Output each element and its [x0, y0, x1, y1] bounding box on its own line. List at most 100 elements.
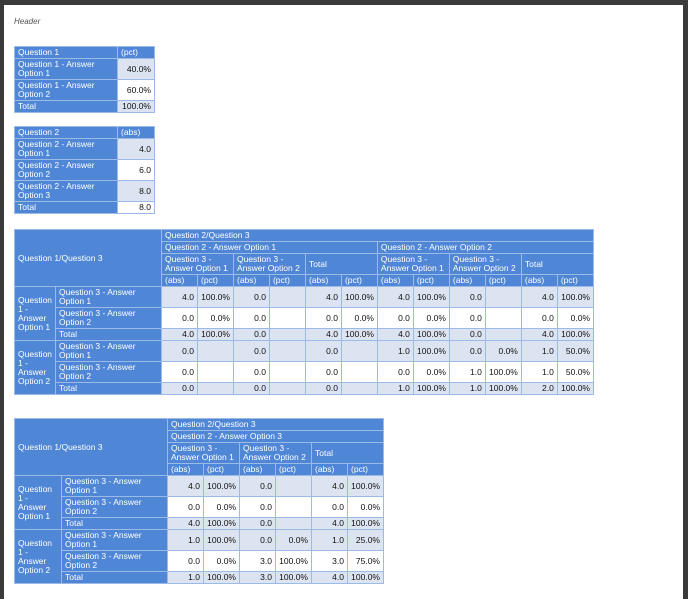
row-label: Total — [61, 517, 168, 530]
row-label: Question 3 - Answer Option 2 — [55, 361, 163, 383]
crosstab-q2-option-1-2: Question 1/Question 3 Question 2/Question… — [13, 229, 595, 395]
subcolumn-header: Question 3 - Answer Option 2 — [232, 253, 306, 275]
table-row: Question 1 - Answer Option 2 Question 3 -… — [14, 529, 384, 584]
subcolumn-header: Total — [311, 442, 384, 464]
measure-header: (pct) — [275, 463, 312, 476]
value-cell: 0.0% — [484, 340, 522, 362]
value-cell: 1.0 — [376, 382, 414, 395]
total-row: Total 1.0 100.0% 3.0 100.0% 4.0 100.0% — [15, 571, 384, 584]
value-cell: 25.0% — [347, 529, 384, 551]
value-cell: 0.0 — [167, 496, 204, 518]
row-group-label: Question 1 - Answer Option 2 — [13, 340, 57, 395]
value-cell: 100.0% — [203, 517, 240, 530]
row-label: Question 3 - Answer Option 1 — [55, 286, 163, 308]
group-header: Question 2 - Answer Option 3 — [167, 430, 384, 443]
value-cell: 1.0 — [311, 529, 348, 551]
value-cell: 0.0 — [239, 475, 276, 497]
total-value: 100.0% — [117, 100, 155, 113]
row-value: 6.0 — [117, 159, 155, 181]
total-label: Total — [14, 100, 118, 113]
value-cell: 4.0 — [167, 475, 204, 497]
subcolumn-header: Question 3 - Answer Option 1 — [161, 253, 234, 275]
value-cell: 4.0 — [167, 517, 204, 530]
row-label: Question 3 - Answer Option 1 — [61, 475, 168, 497]
value-cell: 100.0% — [275, 571, 312, 584]
value-cell: 100.0% — [340, 286, 378, 308]
value-cell — [268, 340, 306, 362]
value-cell: 4.0 — [304, 328, 342, 341]
value-cell — [340, 340, 378, 362]
table-row: Question 1 - Answer Option 1 40.0% — [14, 58, 155, 80]
value-cell: 0.0 — [232, 361, 270, 383]
value-cell — [275, 475, 312, 497]
header-row: Question 1/Question 3 Question 2/Question… — [13, 229, 594, 287]
row-label: Question 3 - Answer Option 1 — [61, 529, 168, 551]
measure-header: (abs) — [161, 274, 198, 287]
value-cell: 0.0 — [161, 307, 198, 329]
value-cell: 0.0% — [556, 307, 595, 329]
measure-header: (abs) — [376, 274, 414, 287]
group-header: Question 2 - Answer Option 2 — [376, 241, 595, 254]
crosstab-q2-option-3: Question 1/Question 3 Question 2/Question… — [14, 418, 384, 584]
value-cell: 100.0% — [275, 550, 312, 572]
measure-header: (abs) — [448, 274, 486, 287]
value-cell: 0.0 — [232, 286, 270, 308]
value-cell: 0.0 — [304, 340, 342, 362]
value-cell — [275, 496, 312, 518]
subcolumn-header: Total — [304, 253, 378, 275]
value-cell: 100.0% — [412, 286, 450, 308]
value-cell: 4.0 — [161, 286, 198, 308]
value-cell: 0.0 — [304, 307, 342, 329]
column-title: Question 2/Question 3 — [167, 418, 384, 431]
value-cell: 1.0 — [520, 340, 558, 362]
measure-header: (abs) — [239, 463, 276, 476]
value-cell: 4.0 — [520, 286, 558, 308]
measure-header: (pct) — [556, 274, 595, 287]
measure-header: (pct) — [197, 274, 234, 287]
value-cell: 1.0 — [448, 361, 486, 383]
corner-header: Question 1/Question 3 — [14, 418, 168, 476]
value-cell: 0.0 — [161, 340, 198, 362]
value-cell: 3.0 — [239, 550, 276, 572]
value-cell: 1.0 — [167, 571, 204, 584]
value-cell: 100.0% — [412, 328, 450, 341]
measure-header: (pct) — [412, 274, 450, 287]
value-cell — [484, 307, 522, 329]
value-cell — [484, 286, 522, 308]
value-cell: 0.0% — [197, 307, 234, 329]
total-row: Total 4.0 100.0% 0.0 4.0 100.0% — [15, 517, 384, 530]
value-cell: 0.0 — [376, 307, 414, 329]
header-row: Question 2 (abs) — [14, 126, 155, 139]
value-cell: 100.0% — [347, 517, 384, 530]
value-cell — [268, 328, 306, 341]
row-label: Question 3 - Answer Option 2 — [61, 550, 168, 572]
value-cell: 100.0% — [197, 328, 234, 341]
subcolumn-header: Question 3 - Answer Option 1 — [376, 253, 450, 275]
table-row: Question 1 - Answer Option 1 Question 3 -… — [13, 286, 595, 341]
total-row: Total 8.0 — [14, 201, 155, 214]
value-cell: 0.0 — [311, 496, 348, 518]
value-cell: 100.0% — [197, 286, 234, 308]
row-label: Question 2 - Answer Option 3 — [14, 180, 118, 202]
value-cell: 1.0 — [448, 382, 486, 395]
value-cell: 0.0 — [232, 307, 270, 329]
row-value: 4.0 — [117, 138, 155, 160]
measure-header: (abs) — [232, 274, 270, 287]
value-cell: 100.0% — [412, 382, 450, 395]
row-label: Question 2 - Answer Option 1 — [14, 138, 118, 160]
header-row: Question 2 - Answer Option 1 Question 2 -… — [15, 241, 595, 254]
measure-header: (pct) — [347, 463, 384, 476]
value-cell: 0.0% — [347, 496, 384, 518]
measure-header: (pct) — [117, 46, 155, 59]
row-label: Question 3 - Answer Option 1 — [55, 340, 163, 362]
total-row: Total 100.0% — [14, 100, 155, 113]
table-row: Question 2 - Answer Option 3 8.0 — [14, 180, 155, 202]
row-label: Question 2 - Answer Option 2 — [14, 159, 118, 181]
row-group-label: Question 1 - Answer Option 2 — [14, 529, 62, 584]
value-cell: 100.0% — [340, 328, 378, 341]
value-cell: 0.0 — [448, 286, 486, 308]
value-cell: 1.0 — [376, 340, 414, 362]
subcolumn-header: Question 3 - Answer Option 1 — [167, 442, 240, 464]
row-label: Question 3 - Answer Option 2 — [61, 496, 168, 518]
measure-header: (abs) — [117, 126, 155, 139]
